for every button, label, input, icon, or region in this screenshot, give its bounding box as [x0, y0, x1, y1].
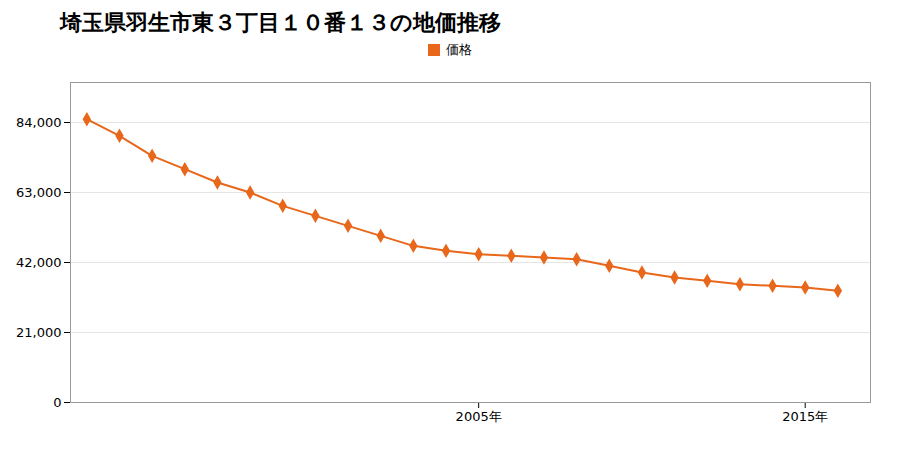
- svg-text:42,000: 42,000: [16, 255, 62, 270]
- svg-text:2015年: 2015年: [782, 409, 828, 424]
- svg-text:63,000: 63,000: [16, 185, 62, 200]
- html-text:価格: 価格: [446, 42, 472, 57]
- svg-text:2005年: 2005年: [456, 409, 502, 424]
- svg-text:84,000: 84,000: [16, 115, 62, 130]
- svg-text:21,000: 21,000: [16, 325, 62, 340]
- html-text:埼玉県羽生市東３丁目１０番１３の地価推移: 埼玉県羽生市東３丁目１０番１３の地価推移: [60, 10, 501, 35]
- svg-text:0: 0: [53, 395, 61, 410]
